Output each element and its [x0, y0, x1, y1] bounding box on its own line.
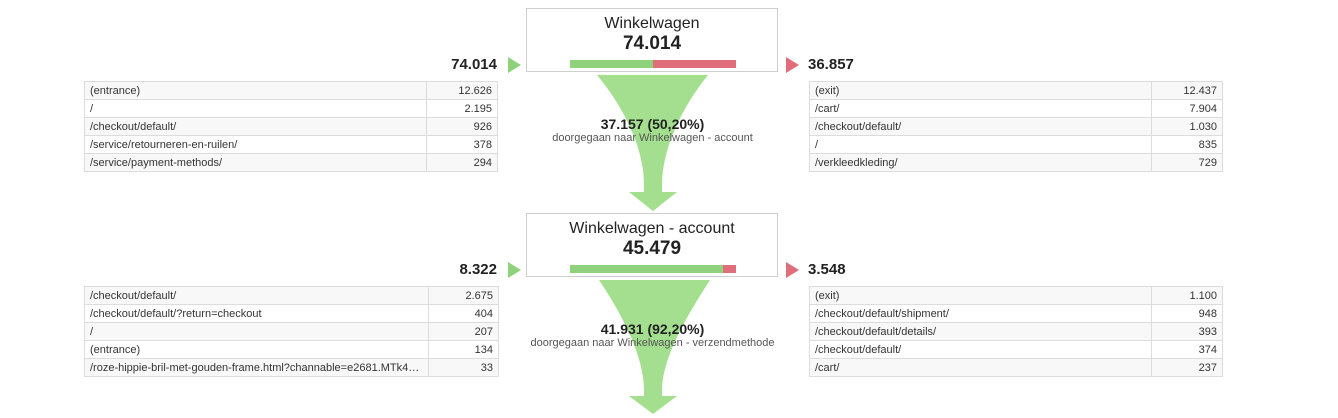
funnel-step-box[interactable]: Winkelwagen 74.014 — [526, 8, 778, 72]
page-path: (entrance) — [84, 340, 429, 359]
page-count: 374 — [1151, 340, 1223, 359]
table-row[interactable]: /checkout/default/?return=checkout 404 — [84, 304, 499, 323]
entrance-arrow-icon — [508, 57, 521, 73]
page-path: /checkout/default/ — [84, 286, 429, 305]
page-path: /service/payment-methods/ — [84, 153, 427, 172]
step-count: 74.014 — [622, 33, 682, 54]
page-count: 835 — [1151, 135, 1223, 154]
page-count: 2.195 — [426, 99, 498, 118]
entrances-table: (entrance) 12.626 /2.195 /checkout/defaul… — [84, 81, 498, 172]
page-count: 404 — [428, 304, 499, 323]
page-count: 12.437 — [1151, 81, 1223, 100]
page-path: /service/retourneren-en-ruilen/ — [84, 135, 427, 154]
table-row[interactable]: /verkleedkleding/729 — [809, 153, 1223, 172]
table-row[interactable]: (exit) 1.100 — [809, 286, 1223, 305]
page-count: 294 — [426, 153, 498, 172]
table-row[interactable]: /service/payment-methods/294 — [84, 153, 498, 172]
funnel-step-box[interactable]: Winkelwagen - account 45.479 — [526, 213, 778, 277]
page-path: /roze-hippie-bril-met-gouden-frame.html?… — [84, 358, 429, 377]
funnel-shape — [599, 280, 710, 414]
exit-arrow-icon — [786, 57, 799, 73]
table-row[interactable]: (exit) 12.437 — [809, 81, 1223, 100]
table-row[interactable]: /checkout/default/374 — [809, 340, 1223, 359]
conversion-value: 41.931 (92,20%) — [600, 321, 705, 337]
exit-arrow-icon — [786, 262, 799, 278]
exits-total: 36.857 — [808, 56, 854, 73]
step-progress-bar — [570, 60, 736, 68]
conversion-label: doorgegaan naar Winkelwagen - account — [552, 132, 753, 144]
page-path: (exit) — [809, 81, 1152, 100]
page-count: 926 — [426, 117, 498, 136]
page-count: 207 — [428, 322, 499, 341]
page-path: /checkout/default/shipment/ — [809, 304, 1152, 323]
page-count: 2.675 — [428, 286, 499, 305]
step-count: 45.479 — [622, 238, 682, 259]
page-count: 134 — [428, 340, 499, 359]
page-path: /cart/ — [809, 99, 1152, 118]
table-row[interactable]: /roze-hippie-bril-met-gouden-frame.html?… — [84, 358, 499, 377]
table-row[interactable]: /checkout/default/shipment/948 — [809, 304, 1223, 323]
entrances-table: /checkout/default/2.675 /checkout/defaul… — [84, 286, 499, 377]
table-row[interactable]: /835 — [809, 135, 1223, 154]
page-path: / — [84, 322, 429, 341]
table-row[interactable]: (entrance) 12.626 — [84, 81, 498, 100]
table-row[interactable]: /207 — [84, 322, 499, 341]
step-progress-fill — [570, 265, 724, 273]
page-count: 948 — [1151, 304, 1223, 323]
entrance-arrow-icon — [508, 262, 521, 278]
page-path: /checkout/default/?return=checkout — [84, 304, 429, 323]
exits-table: (exit) 12.437 /cart/7.904 /checkout/defau… — [809, 81, 1223, 172]
page-count: 393 — [1151, 322, 1223, 341]
page-path: (exit) — [809, 286, 1152, 305]
page-count: 1.030 — [1151, 117, 1223, 136]
table-row[interactable]: /2.195 — [84, 99, 498, 118]
page-count: 237 — [1151, 358, 1223, 377]
step-title: Winkelwagen — [604, 15, 700, 32]
page-count: 12.626 — [426, 81, 498, 100]
table-row[interactable]: /checkout/default/1.030 — [809, 117, 1223, 136]
table-row[interactable]: /service/retourneren-en-ruilen/378 — [84, 135, 498, 154]
page-path: /verkleedkleding/ — [809, 153, 1152, 172]
page-count: 7.904 — [1151, 99, 1223, 118]
table-row[interactable]: /checkout/default/926 — [84, 117, 498, 136]
conversion-value: 37.157 (50,20%) — [600, 116, 705, 132]
step-progress-fill — [570, 60, 654, 68]
conversion-info: 41.931 (92,20%) doorgegaan naar Winkelwa… — [500, 321, 805, 350]
page-path: /checkout/default/details/ — [809, 322, 1152, 341]
table-row[interactable]: /cart/237 — [809, 358, 1223, 377]
page-path: /checkout/default/ — [809, 117, 1152, 136]
page-path: (entrance) — [84, 81, 427, 100]
page-path: /checkout/default/ — [84, 117, 427, 136]
page-count: 729 — [1151, 153, 1223, 172]
funnel-shape — [597, 75, 708, 211]
page-path: / — [809, 135, 1152, 154]
table-row[interactable]: (entrance) 134 — [84, 340, 499, 359]
page-count: 1.100 — [1151, 286, 1223, 305]
step-progress-bar — [570, 265, 736, 273]
entrances-total: 8.322 — [459, 261, 497, 278]
conversion-info: 37.157 (50,20%) doorgegaan naar Winkelwa… — [500, 116, 805, 145]
page-path: /cart/ — [809, 358, 1152, 377]
page-count: 33 — [428, 358, 499, 377]
table-row[interactable]: /checkout/default/2.675 — [84, 286, 499, 305]
entrances-total: 74.014 — [451, 56, 497, 73]
page-path: / — [84, 99, 427, 118]
page-path: /checkout/default/ — [809, 340, 1152, 359]
table-row[interactable]: /cart/7.904 — [809, 99, 1223, 118]
page-count: 378 — [426, 135, 498, 154]
exits-total: 3.548 — [808, 261, 846, 278]
exits-table: (exit) 1.100 /checkout/default/shipment/9… — [809, 286, 1223, 377]
table-row[interactable]: /checkout/default/details/393 — [809, 322, 1223, 341]
step-title: Winkelwagen - account — [569, 220, 735, 237]
conversion-label: doorgegaan naar Winkelwagen - verzendmet… — [530, 337, 775, 349]
